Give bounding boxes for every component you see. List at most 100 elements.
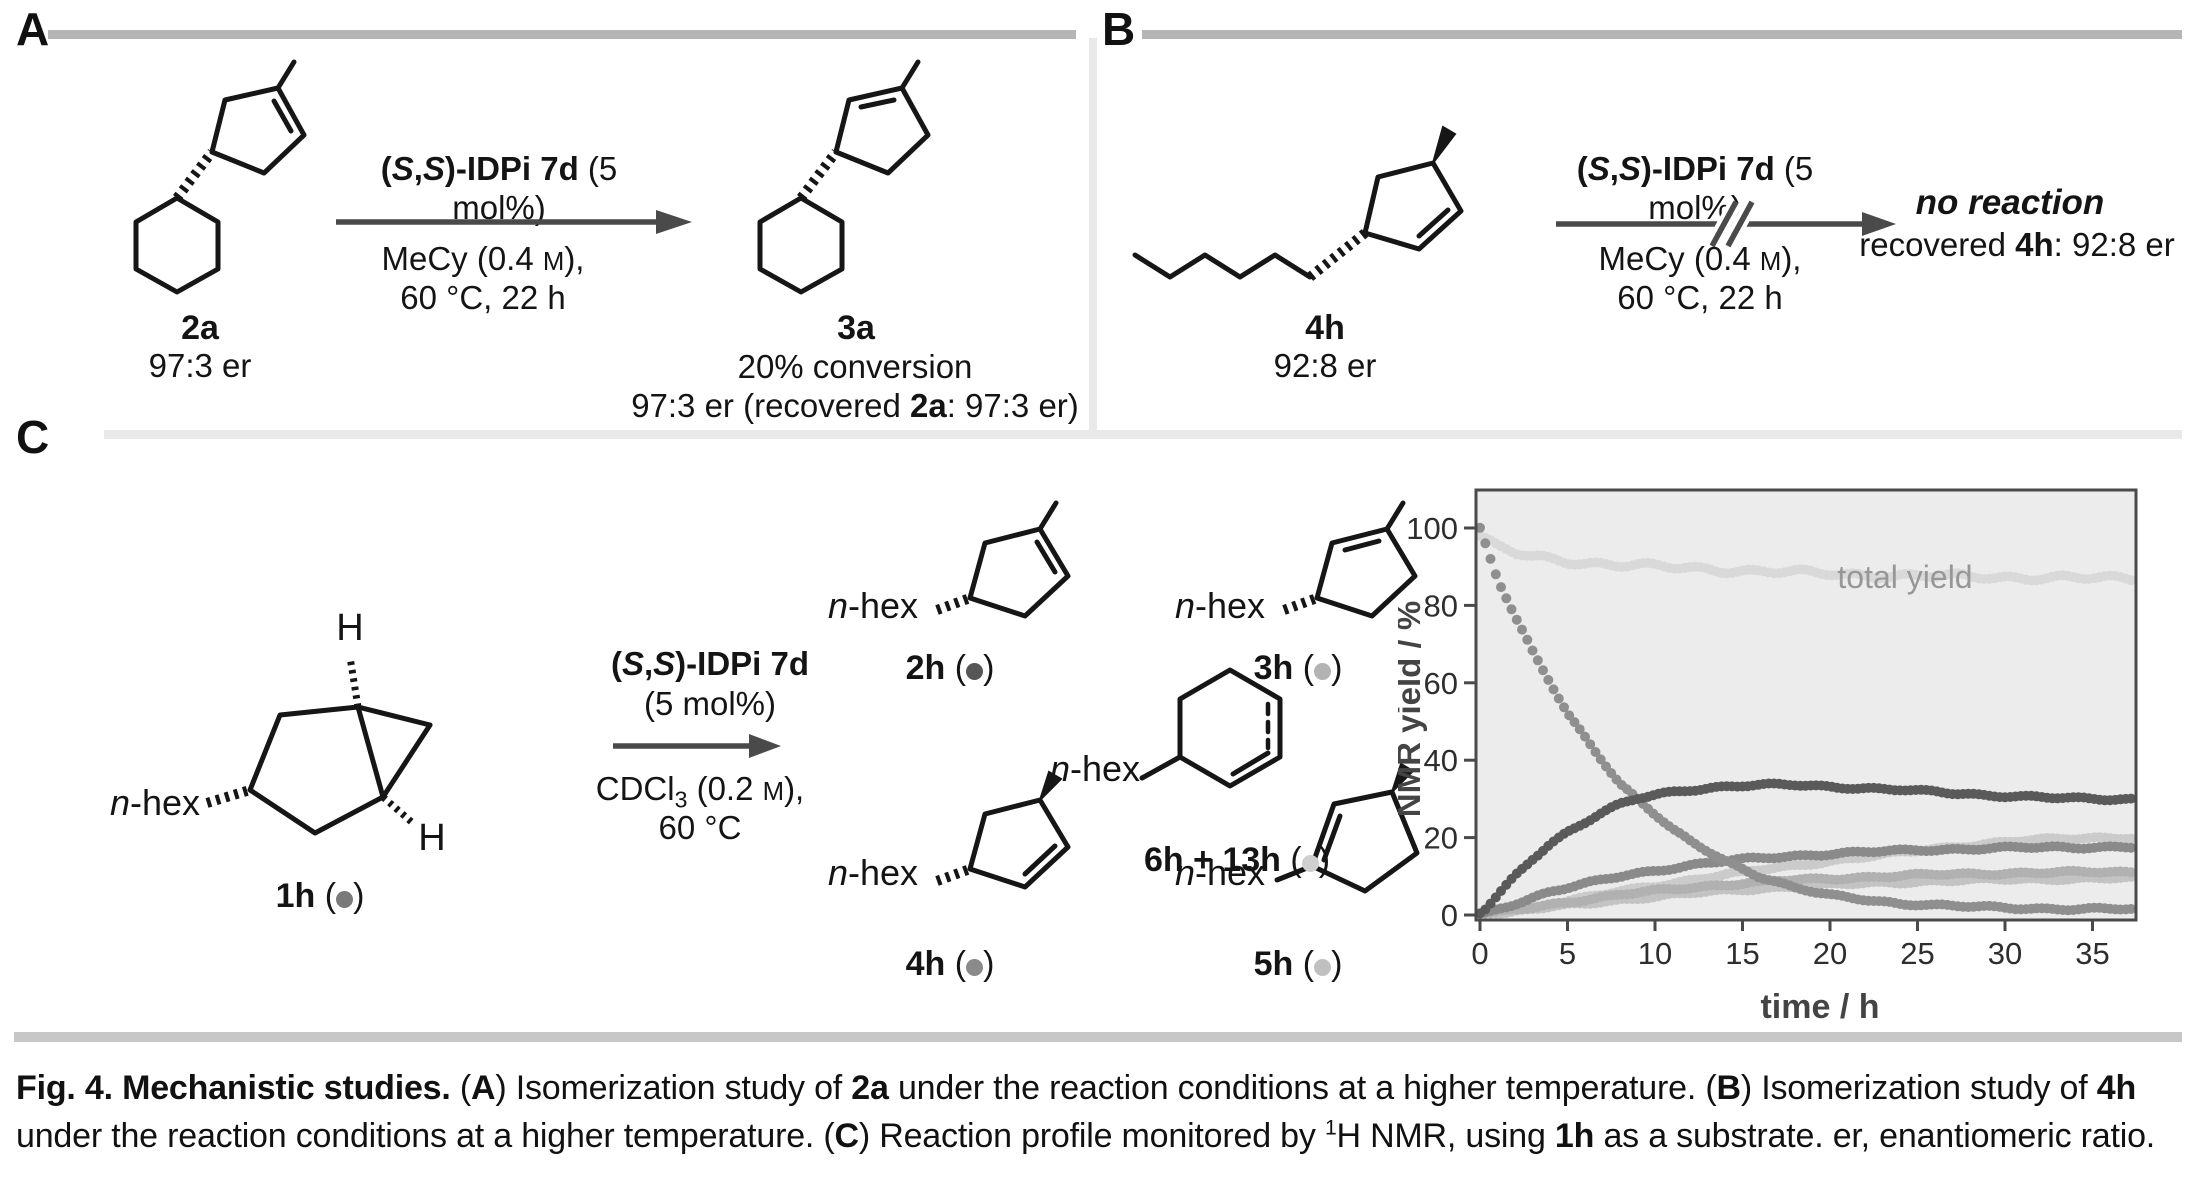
reaction-arrow-c (613, 734, 781, 758)
reaction-arrow-a (336, 210, 692, 234)
compound-4h-name: 4h (1305, 309, 1345, 347)
double-bond (1321, 813, 1343, 863)
panel-b-temp: 60 °C, 22 h (1617, 279, 1783, 316)
svg-text:10: 10 (1638, 936, 1672, 971)
nhex-label-6h: n-hex (1049, 748, 1140, 789)
svg-text:30: 30 (1988, 936, 2022, 971)
panel-c-catalyst-loading: (5 mol%) (643, 685, 777, 722)
svg-text:60: 60 (1424, 666, 1458, 701)
compound-6h-13h-label: 6h + 13h () (1143, 841, 1331, 879)
panel-b-catalyst: (S,S)-IDPi 7d (5 mol%) (1576, 150, 1814, 226)
cyclohexene-ring (1177, 667, 1283, 789)
hashed-wedge-bond (173, 148, 216, 202)
structure-2h (935, 500, 1071, 619)
methyl-bond (275, 59, 297, 91)
panel-c-temp: 60 °C (658, 809, 742, 846)
cyclopropane-bond (380, 722, 433, 800)
svg-text:20: 20 (1813, 936, 1847, 971)
h-label-top: H (336, 607, 364, 649)
svg-text:NMR yield / %: NMR yield / % (1398, 601, 1427, 817)
nhex-bond (1139, 754, 1183, 781)
panel-b-rule (1142, 30, 2182, 39)
structure-3a (757, 59, 931, 295)
nhex-label-1h: n-hex (109, 782, 200, 823)
cyclopentene-ring (1309, 789, 1420, 894)
cyclopentene-ring (833, 85, 931, 176)
methyl-wedge-bond (1391, 762, 1415, 793)
hashed-wedge-bond (1306, 229, 1369, 281)
structure-1h (205, 656, 433, 836)
caption-rule (14, 1032, 2182, 1042)
panel-a-catalyst: (S,S)-IDPi 7d (5 mol%) (380, 150, 618, 226)
svg-text:15: 15 (1725, 936, 1759, 971)
nmr-yield-chart: 0 5 10 15 20 25 30 35 0 20 40 60 80 100 time / h NMR yi… (1398, 488, 2138, 1026)
cyclopentene-ring (967, 797, 1071, 890)
structure-2a (133, 59, 307, 295)
compound-5h-label: 5h () (1253, 945, 1343, 983)
svg-text:80: 80 (1424, 588, 1458, 623)
cyclohexane-ring (757, 195, 845, 295)
hashed-wedge-bond (935, 864, 972, 886)
double-bond (1022, 843, 1058, 877)
panel-c-label: C (16, 411, 50, 463)
cyclopentene-ring (1362, 160, 1464, 252)
double-bond (858, 97, 897, 110)
svg-text:0: 0 (1471, 936, 1488, 971)
panel-divider-vertical (1089, 38, 1097, 434)
hashed-wedge-bond (1282, 593, 1319, 615)
hashed-wedge-bond (797, 148, 840, 202)
structure-4h-b (1132, 125, 1464, 281)
methyl-bond (899, 59, 921, 91)
structure-5h (1274, 762, 1420, 894)
compound-3a-name: 3a (837, 309, 875, 347)
double-bond (1342, 538, 1382, 553)
panel-a-label: A (16, 3, 50, 55)
cyclopentane-ring (247, 704, 386, 836)
nhex-label-5h: n-hex (1174, 852, 1265, 893)
compound-3a-er: 97:3 er (recovered 2a: 97:3 er) (631, 387, 1079, 424)
double-bond (1034, 539, 1058, 575)
recovered-text: recovered 4h: 92:8 er (1859, 226, 2175, 263)
double-bond (1230, 750, 1271, 777)
panel-c-rule (104, 430, 2182, 439)
hashed-wedge-bond (935, 593, 972, 615)
nhex-label-2h: n-hex (827, 585, 918, 626)
svg-text:5: 5 (1559, 936, 1576, 971)
cyclohexane-ring (133, 195, 221, 295)
methyl-bond (1037, 500, 1059, 532)
structure-4h-c (935, 770, 1071, 890)
structure-6h-13h (1139, 667, 1283, 789)
compound-2h-label: 2h () (905, 649, 995, 687)
no-reaction-arrow (1556, 198, 1896, 250)
methyl-wedge-bond (1432, 125, 1457, 164)
cyclopentene-ring (967, 526, 1071, 619)
svg-text:35: 35 (2075, 936, 2109, 971)
nhex-label-4h: n-hex (827, 852, 918, 893)
compound-4h-er: 92:8 er (1273, 347, 1377, 384)
svg-text:time / h: time / h (1760, 988, 1879, 1026)
h-label-right: H (418, 817, 446, 859)
cyclopentene-ring (1314, 526, 1418, 619)
svg-text:40: 40 (1424, 743, 1458, 778)
svg-text:25: 25 (1900, 936, 1934, 971)
hexyl-chain (1132, 252, 1313, 280)
structure-3h (1282, 500, 1418, 619)
compound-2a-er: 97:3 er (148, 347, 252, 384)
panel-b-label: B (1102, 3, 1136, 55)
compound-3h-label: 3h () (1253, 649, 1343, 687)
panel-b-solvent: MeCy (0.4 M), (1598, 240, 1802, 277)
no-reaction-text: no reaction (1915, 183, 2105, 222)
hashed-wedge-bond (205, 785, 252, 808)
compound-1h-label: 1h () (275, 877, 365, 915)
compound-2a-name: 2a (181, 309, 219, 347)
panel-c-solvent: CDCl3 (0.2 M), (595, 770, 805, 813)
hashed-h-bond (380, 794, 418, 828)
nhex-label-3h: n-hex (1174, 585, 1265, 626)
svg-text:20: 20 (1424, 821, 1458, 856)
cyclopropane-bond (355, 704, 433, 728)
svg-text:0: 0 (1441, 898, 1458, 933)
svg-text:100: 100 (1406, 511, 1458, 546)
panel-a-solvent: MeCy (0.4 M), (381, 240, 585, 277)
compound-4h-label: 4h () (905, 945, 995, 983)
